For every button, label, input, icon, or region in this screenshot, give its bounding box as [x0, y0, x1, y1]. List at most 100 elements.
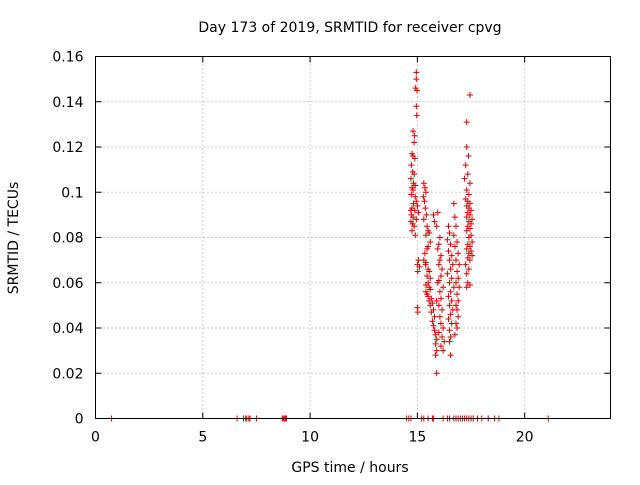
data-point — [410, 214, 417, 221]
data-point — [427, 286, 434, 293]
data-point — [446, 302, 453, 309]
data-point — [468, 207, 475, 214]
data-point — [407, 175, 414, 182]
data-point — [432, 331, 439, 338]
data-point — [453, 302, 459, 309]
data-point — [434, 279, 441, 286]
data-point — [444, 270, 451, 277]
data-point — [422, 205, 429, 212]
data-point — [414, 268, 421, 275]
data-point — [422, 232, 429, 239]
data-point — [412, 232, 419, 239]
data-point — [444, 236, 451, 243]
y-tick-label: 0.08 — [52, 231, 83, 247]
data-point — [411, 155, 418, 162]
y-tick-label: 0 — [75, 412, 84, 428]
data-point — [463, 245, 470, 252]
data-point — [440, 347, 447, 354]
data-point — [446, 257, 453, 264]
data-point — [423, 211, 430, 218]
x-tick-label: 5 — [198, 430, 207, 446]
data-point — [436, 288, 443, 295]
data-point — [412, 182, 419, 189]
data-point — [465, 234, 472, 241]
data-point — [426, 229, 433, 236]
data-point — [447, 311, 454, 318]
data-point — [424, 223, 431, 230]
data-point — [447, 288, 454, 295]
data-point — [463, 186, 470, 193]
data-point — [429, 318, 436, 325]
data-points — [108, 69, 552, 422]
y-tick-label: 0.16 — [52, 50, 83, 66]
data-point — [455, 313, 462, 320]
data-point — [420, 193, 427, 200]
data-point — [425, 293, 432, 300]
y-tick-label: 0.12 — [52, 140, 83, 156]
data-point — [433, 370, 440, 377]
data-point — [424, 245, 431, 252]
data-point — [445, 293, 452, 300]
data-point — [446, 279, 453, 286]
data-point — [436, 234, 443, 241]
data-point — [469, 216, 476, 223]
data-point — [430, 211, 437, 218]
data-point — [466, 180, 473, 187]
data-point — [456, 284, 463, 291]
data-point — [466, 211, 473, 218]
data-point — [408, 191, 415, 198]
data-point — [461, 175, 468, 182]
data-point — [451, 214, 458, 221]
data-point — [420, 180, 427, 187]
data-point — [450, 284, 457, 291]
data-point — [414, 309, 421, 316]
x-tick-label: 15 — [408, 430, 426, 446]
data-point — [416, 263, 423, 270]
data-point — [433, 336, 440, 343]
data-point — [434, 209, 441, 216]
data-point — [430, 322, 437, 329]
data-point — [445, 248, 452, 255]
data-point — [415, 209, 422, 216]
plot-frame — [95, 56, 611, 419]
data-point — [411, 171, 418, 178]
data-point — [420, 216, 427, 223]
data-point — [469, 239, 476, 246]
data-point — [410, 128, 417, 135]
y-tick-label: 0.14 — [52, 95, 83, 111]
data-point — [466, 257, 473, 264]
data-point — [454, 268, 461, 275]
data-point — [453, 279, 459, 286]
data-point — [463, 227, 470, 234]
data-point — [413, 112, 420, 119]
data-point — [432, 352, 439, 359]
data-point — [448, 275, 455, 282]
data-point — [440, 284, 447, 291]
data-point — [441, 338, 448, 345]
data-point — [454, 291, 461, 298]
data-point — [413, 76, 420, 83]
data-point — [454, 239, 461, 246]
data-point — [421, 250, 428, 257]
y-axis-label: SRMTID / TECUs — [6, 182, 22, 295]
data-point — [411, 139, 418, 146]
data-point — [437, 295, 444, 302]
data-point — [447, 266, 454, 273]
data-point — [463, 214, 470, 221]
data-point — [427, 239, 434, 246]
data-point — [445, 315, 452, 322]
data-point — [431, 218, 438, 225]
data-point — [466, 200, 473, 207]
data-point — [414, 202, 421, 209]
data-point — [465, 250, 472, 257]
x-tick-label: 0 — [91, 430, 100, 446]
data-point — [411, 132, 418, 139]
chart-title: Day 173 of 2019, SRMTID for receiver cpv… — [198, 20, 501, 36]
data-point — [462, 162, 469, 169]
data-point — [446, 338, 453, 345]
data-point — [463, 119, 470, 126]
grid-lines — [95, 56, 611, 419]
data-point — [465, 191, 472, 198]
data-point — [435, 261, 442, 268]
data-point — [431, 327, 438, 334]
